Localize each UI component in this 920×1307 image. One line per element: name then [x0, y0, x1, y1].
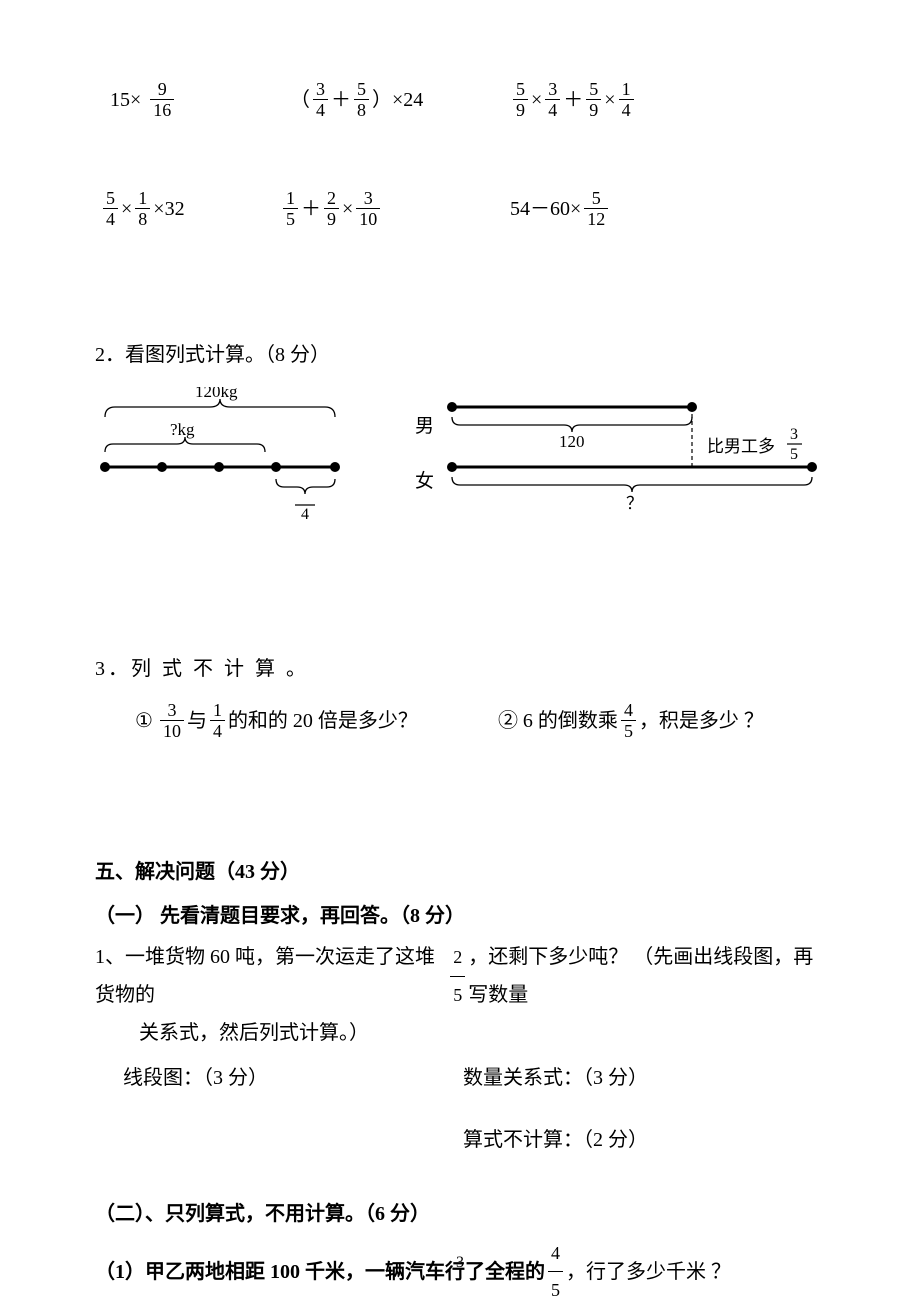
diagram-right: 男 女 120 比男工多 3 5 [415, 387, 822, 527]
expression-row-2: 54 × 18 × 32 15 ＋ 29 × 310 54 － 60 × 512 [95, 189, 825, 228]
paren: ） [372, 90, 392, 110]
q3-part1: ① 310 与 14 的和的 20 倍是多少？ [135, 701, 418, 740]
fraction: 916 [150, 80, 174, 119]
label-total: 120kg [195, 387, 238, 401]
section5-sub1: （一） 先看清题目要求，再回答。（8 分） [95, 894, 825, 938]
fraction: 25 [450, 940, 465, 1011]
fraction: 14 [619, 80, 634, 119]
expr-2-3: 54 － 60 × 512 [510, 189, 611, 228]
diagram-right-svg: 120 比男工多 3 5 ？ [442, 387, 822, 517]
fraction: 45 [621, 701, 636, 740]
paren: （ [290, 90, 310, 110]
diagram-row: 120kg ?kg 4 男 女 [95, 387, 825, 527]
relation-label: 数量关系式：（3 分） [463, 1056, 648, 1100]
male-value: 120 [559, 432, 585, 451]
fraction: 512 [584, 189, 608, 228]
male-label: 男 [415, 411, 434, 438]
fraction: 59 [513, 80, 528, 119]
fraction: 15 [283, 189, 298, 228]
calc-label: 算式不计算：（2 分） [95, 1118, 825, 1162]
val: 60 [550, 199, 570, 219]
op: ＋ [563, 90, 583, 110]
val: 32 [165, 199, 185, 219]
fraction: 54 [103, 189, 118, 228]
op: ＋ [331, 90, 351, 110]
op: × [153, 199, 164, 219]
label-unknown: ?kg [170, 420, 195, 439]
fraction: 14 [210, 701, 225, 740]
val: 24 [403, 90, 423, 110]
section5-heading: 五、解决问题（43 分） [95, 850, 825, 894]
fraction: 34 [313, 80, 328, 119]
fraction: 34 [545, 80, 560, 119]
op: × [604, 90, 615, 110]
diagram-left: 120kg ?kg 4 [95, 387, 355, 527]
compare-text: 比男工多 [707, 437, 775, 456]
expr-1-3: 59 × 34 ＋ 59 × 14 [510, 80, 637, 119]
op: × [342, 199, 353, 219]
s5-q1-cont: 关系式，然后列式计算。） [95, 1014, 825, 1052]
expr-1-1: 15 × 916 [110, 80, 290, 119]
s5-q1: 1、一堆货物 60 吨，第一次运走了这堆货物的 25 ，还剩下多少吨？ （先画出… [95, 938, 825, 1014]
op: ＋ [301, 199, 321, 219]
op: × [570, 199, 581, 219]
expression-row-1: 15 × 916 （ 34 ＋ 58 ） × 24 59 × 34 ＋ 59 ×… [95, 80, 825, 119]
svg-text:3: 3 [790, 426, 798, 443]
female-label: 女 [415, 466, 434, 493]
op: × [531, 90, 542, 110]
female-unknown: ？ [626, 494, 643, 513]
fraction: 18 [135, 189, 150, 228]
expr-1-2: （ 34 ＋ 58 ） × 24 [290, 80, 510, 119]
fraction: 310 [160, 701, 184, 740]
val: 15 [110, 90, 130, 110]
page-number: 3 [0, 1254, 920, 1272]
svg-text:5: 5 [790, 446, 798, 463]
q3-row: ① 310 与 14 的和的 20 倍是多少？ ② 6 的倒数乘 45 ，积是多… [95, 701, 825, 740]
fraction: 29 [324, 189, 339, 228]
op: － [530, 199, 550, 219]
expr-2-2: 15 ＋ 29 × 310 [280, 189, 510, 228]
expr-2-1: 54 × 18 × 32 [100, 189, 280, 228]
tail-den: 4 [301, 506, 309, 523]
diagram-label: 线段图：（3 分） [95, 1056, 463, 1100]
fraction: 310 [356, 189, 380, 228]
fraction: 58 [354, 80, 369, 119]
op: × [392, 90, 403, 110]
q2-title: 2．看图列式计算。（8 分） [95, 338, 825, 367]
q3-title: 3．列 式 不 计 算 。 [95, 652, 825, 681]
op: × [121, 199, 132, 219]
fraction: 59 [586, 80, 601, 119]
section5-sub2: （二）、只列算式，不用计算。（6 分） [95, 1192, 825, 1236]
op: × [130, 90, 141, 110]
q3-part2: ② 6 的倒数乘 45 ，积是多少 ？ [498, 701, 764, 740]
val: 54 [510, 199, 530, 219]
